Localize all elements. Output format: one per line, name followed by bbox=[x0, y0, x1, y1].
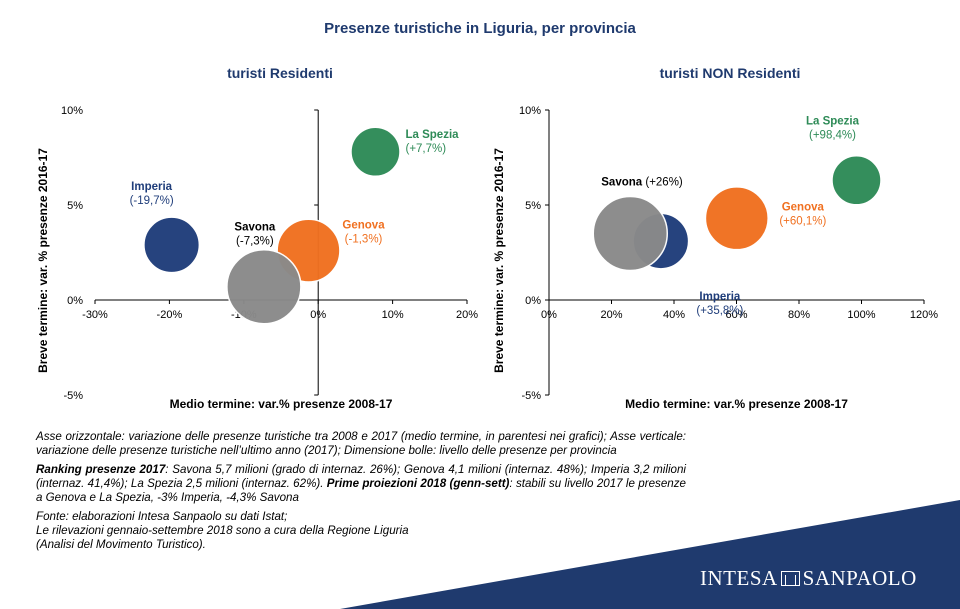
x-tick-label: 100% bbox=[847, 309, 875, 321]
notes-block: Asse orizzontale: variazione delle prese… bbox=[36, 430, 686, 557]
label-savona-group: Savona (+26%) bbox=[601, 177, 683, 189]
y-axis-label: Breve termine: var. % presenze 2016-17 bbox=[492, 148, 506, 373]
x-tick-label: 60% bbox=[725, 309, 747, 321]
y-tick-label: 0% bbox=[67, 295, 83, 307]
logo-text-left: INTESA bbox=[700, 566, 778, 590]
notes-ranking-text: : Savona 5,7 milioni (grado di internaz.… bbox=[36, 463, 687, 490]
bubble-imperia bbox=[143, 216, 201, 274]
notes-source-line2: Le rilevazioni gennaio-settembre 2018 so… bbox=[36, 524, 409, 537]
notes-ranking: Ranking presenze 2017: Savona 5,7 milion… bbox=[36, 463, 686, 505]
x-tick-label: 20% bbox=[600, 309, 622, 321]
x-tick-label: 0% bbox=[541, 309, 557, 321]
bubble-la-spezia bbox=[831, 155, 882, 206]
notes-source-line3: (Analisi del Movimento Turistico). bbox=[36, 538, 206, 551]
label-imperia-name: Imperia bbox=[699, 291, 741, 303]
x-axis-label: Medio termine: var.% presenze 2008-17 bbox=[170, 397, 393, 411]
label-la-spezia-name: La Spezia bbox=[806, 115, 860, 127]
label-savona-name: Savona bbox=[234, 222, 276, 234]
label-la-spezia-value: (+7,7%) bbox=[405, 143, 446, 155]
label-savona-value: (+26%) bbox=[645, 177, 683, 189]
notes-source-line1: Fonte: elaborazioni Intesa Sanpaolo su d… bbox=[36, 510, 288, 523]
notes-source: Fonte: elaborazioni Intesa Sanpaolo su d… bbox=[36, 510, 686, 552]
label-imperia-value: (-19,7%) bbox=[130, 195, 174, 207]
x-tick-label: -20% bbox=[157, 309, 183, 321]
notes-projection-text: : stabili su livello 2017 le presenze a … bbox=[36, 477, 686, 504]
chart-subtitle-non-residenti: turisti NON Residenti bbox=[659, 65, 801, 81]
bubble-savona bbox=[226, 248, 302, 325]
label-genova-value: (+60,1%) bbox=[779, 215, 826, 227]
x-tick-label: 20% bbox=[456, 309, 478, 321]
x-tick-label: 0% bbox=[310, 309, 326, 321]
y-tick-label: -5% bbox=[521, 390, 541, 402]
y-tick-label: 10% bbox=[61, 105, 83, 117]
x-tick-label: 10% bbox=[382, 309, 404, 321]
label-imperia-name: Imperia bbox=[131, 181, 173, 193]
x-tick-label: 120% bbox=[910, 309, 938, 321]
logo-text-right: SANPAOLO bbox=[802, 566, 917, 590]
y-tick-label: 0% bbox=[525, 295, 541, 307]
y-tick-label: 10% bbox=[519, 105, 541, 117]
label-genova-name: Genova bbox=[342, 220, 385, 232]
y-tick-label: -5% bbox=[63, 390, 83, 402]
logo-mark-icon bbox=[780, 571, 800, 587]
x-tick-label: 40% bbox=[663, 309, 685, 321]
label-genova-value: (-1,3%) bbox=[345, 234, 383, 246]
bubble-savona bbox=[592, 195, 668, 272]
bubble-genova bbox=[704, 186, 769, 251]
notes-axes: Asse orizzontale: variazione delle prese… bbox=[36, 430, 686, 457]
label-la-spezia-name: La Spezia bbox=[405, 129, 459, 141]
label-imperia-value: (+35,8%) bbox=[696, 305, 743, 317]
x-axis-label: Medio termine: var.% presenze 2008-17 bbox=[625, 397, 848, 411]
label-la-spezia-value: (+98,4%) bbox=[809, 129, 856, 141]
notes-projection-heading: Prime proiezioni 2018 (genn-sett) bbox=[326, 477, 510, 490]
bubble-la-spezia bbox=[350, 126, 401, 178]
label-genova-name: Genova bbox=[782, 201, 825, 213]
label-savona-value: (-7,3%) bbox=[236, 236, 274, 248]
notes-ranking-heading: Ranking presenze 2017 bbox=[36, 463, 166, 476]
y-tick-label: 5% bbox=[67, 200, 83, 212]
x-tick-label: 80% bbox=[788, 309, 810, 321]
label-savona-name: Savona bbox=[601, 177, 645, 189]
x-tick-label: -30% bbox=[82, 309, 108, 321]
y-tick-label: 5% bbox=[525, 200, 541, 212]
chart-subtitle-residenti: turisti Residenti bbox=[227, 65, 333, 81]
intesa-sanpaolo-logo: INTESA SANPAOLO bbox=[700, 566, 917, 591]
page-title: Presenze turistiche in Liguria, per prov… bbox=[324, 20, 636, 37]
y-axis-label: Breve termine: var. % presenze 2016-17 bbox=[36, 148, 50, 373]
